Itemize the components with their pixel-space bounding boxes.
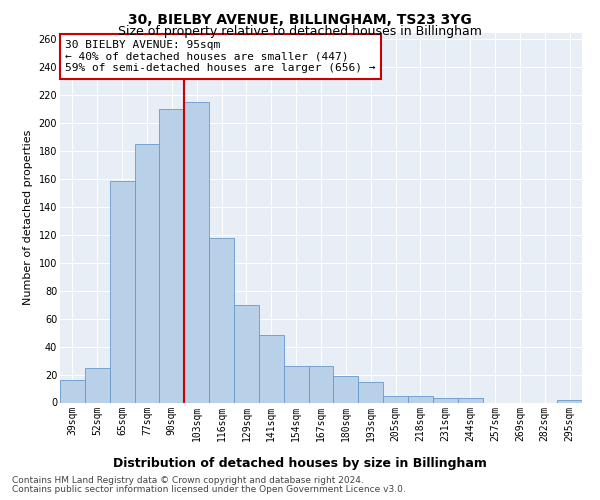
Bar bbox=[308, 366, 334, 403]
Bar bbox=[557, 400, 582, 402]
Bar bbox=[458, 398, 482, 402]
Bar bbox=[408, 396, 433, 402]
Text: 30 BIELBY AVENUE: 95sqm
← 40% of detached houses are smaller (447)
59% of semi-d: 30 BIELBY AVENUE: 95sqm ← 40% of detache… bbox=[65, 40, 376, 73]
Bar bbox=[358, 382, 383, 402]
Bar bbox=[433, 398, 458, 402]
Text: Size of property relative to detached houses in Billingham: Size of property relative to detached ho… bbox=[118, 25, 482, 38]
Y-axis label: Number of detached properties: Number of detached properties bbox=[23, 130, 33, 305]
Text: Contains public sector information licensed under the Open Government Licence v3: Contains public sector information licen… bbox=[12, 485, 406, 494]
Bar bbox=[160, 110, 184, 403]
Bar bbox=[209, 238, 234, 402]
Bar bbox=[60, 380, 85, 402]
Bar bbox=[383, 396, 408, 402]
Bar bbox=[184, 102, 209, 403]
Bar bbox=[110, 180, 134, 402]
Bar bbox=[134, 144, 160, 403]
Text: Contains HM Land Registry data © Crown copyright and database right 2024.: Contains HM Land Registry data © Crown c… bbox=[12, 476, 364, 485]
Text: Distribution of detached houses by size in Billingham: Distribution of detached houses by size … bbox=[113, 458, 487, 470]
Bar bbox=[234, 305, 259, 402]
Bar bbox=[85, 368, 110, 402]
Bar bbox=[334, 376, 358, 402]
Bar bbox=[284, 366, 308, 403]
Bar bbox=[259, 336, 284, 402]
Text: 30, BIELBY AVENUE, BILLINGHAM, TS23 3YG: 30, BIELBY AVENUE, BILLINGHAM, TS23 3YG bbox=[128, 12, 472, 26]
